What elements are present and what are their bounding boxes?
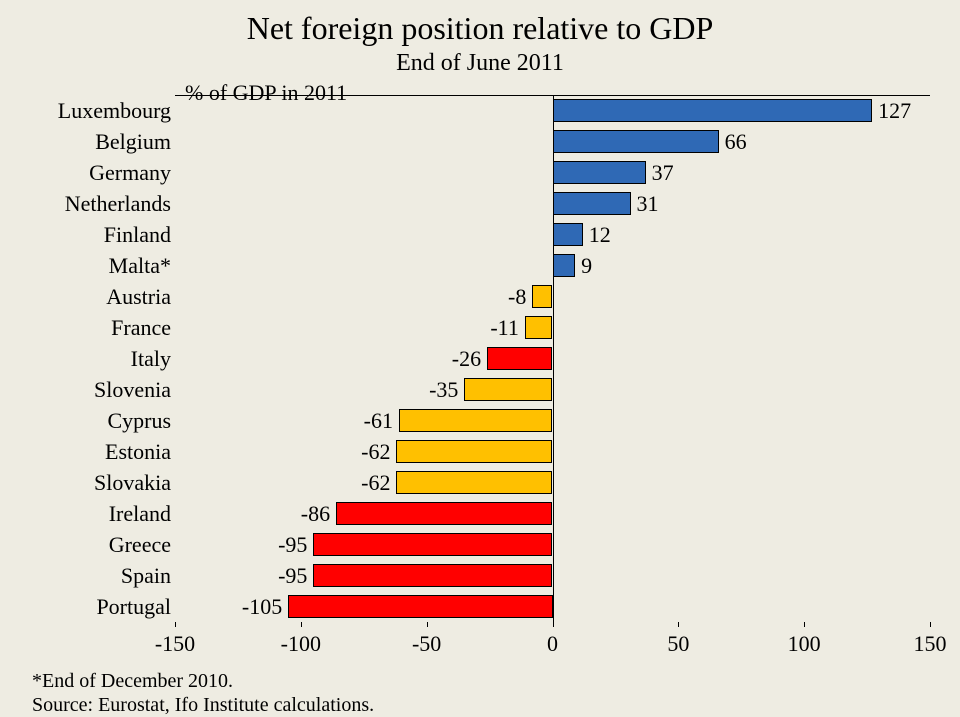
value-label: -35 — [429, 374, 458, 405]
bar — [553, 99, 873, 122]
bar-chart: -150-100-50050100150 Luxembourg127Belgiu… — [0, 95, 960, 650]
x-tick-label: 100 — [774, 631, 834, 657]
bar — [487, 347, 552, 370]
x-tick-mark — [175, 622, 176, 627]
country-label: Germany — [1, 157, 171, 188]
x-tick-mark — [678, 622, 679, 627]
x-tick-label: 0 — [523, 631, 583, 657]
country-label: Portugal — [1, 591, 171, 622]
table-row: Portugal -105 — [0, 591, 960, 622]
footnote-source: Source: Eurostat, Ifo Institute calculat… — [32, 694, 374, 717]
x-tick-label: 150 — [900, 631, 960, 657]
country-label: Slovenia — [1, 374, 171, 405]
country-label: Estonia — [1, 436, 171, 467]
value-label: -95 — [278, 560, 307, 591]
table-row: Italy -26 — [0, 343, 960, 374]
country-label: France — [1, 312, 171, 343]
country-label: Belgium — [1, 126, 171, 157]
bar — [553, 254, 576, 277]
bar — [396, 471, 552, 494]
x-tick-label: 50 — [648, 631, 708, 657]
x-tick-mark — [427, 622, 428, 627]
table-row: Netherlands 31 — [0, 188, 960, 219]
country-label: Netherlands — [1, 188, 171, 219]
table-row: Slovenia -35 — [0, 374, 960, 405]
table-row: Finland 12 — [0, 219, 960, 250]
bar — [553, 223, 583, 246]
value-label: -105 — [242, 591, 282, 622]
bar — [525, 316, 553, 339]
table-row: France -11 — [0, 312, 960, 343]
country-label: Ireland — [1, 498, 171, 529]
table-row: Slovakia -62 — [0, 467, 960, 498]
table-row: Estonia -62 — [0, 436, 960, 467]
table-row: Ireland -86 — [0, 498, 960, 529]
bar — [288, 595, 552, 618]
bar — [553, 130, 719, 153]
value-label: -61 — [364, 405, 393, 436]
value-label: 37 — [652, 157, 674, 188]
table-row: Cyprus -61 — [0, 405, 960, 436]
table-row: Germany 37 — [0, 157, 960, 188]
bar — [336, 502, 552, 525]
country-label: Austria — [1, 281, 171, 312]
x-tick-label: -50 — [397, 631, 457, 657]
value-label: -95 — [278, 529, 307, 560]
country-label: Italy — [1, 343, 171, 374]
value-label: 12 — [589, 219, 611, 250]
value-label: -62 — [361, 436, 390, 467]
value-label: 66 — [725, 126, 747, 157]
x-tick-label: -150 — [145, 631, 205, 657]
table-row: Malta* 9 — [0, 250, 960, 281]
country-label: Finland — [1, 219, 171, 250]
value-label: 9 — [581, 250, 592, 281]
bar — [532, 285, 552, 308]
x-tick-mark — [930, 622, 931, 627]
chart-title: Net foreign position relative to GDP — [0, 10, 960, 47]
country-label: Spain — [1, 560, 171, 591]
value-label: -26 — [452, 343, 481, 374]
table-row: Austria -8 — [0, 281, 960, 312]
bar — [464, 378, 552, 401]
x-tick-mark — [301, 622, 302, 627]
bar — [313, 533, 552, 556]
table-row: Spain -95 — [0, 560, 960, 591]
country-label: Luxembourg — [1, 95, 171, 126]
table-row: Greece -95 — [0, 529, 960, 560]
country-label: Malta* — [1, 250, 171, 281]
x-tick-mark — [804, 622, 805, 627]
value-label: 127 — [878, 95, 911, 126]
value-label: 31 — [637, 188, 659, 219]
bar — [313, 564, 552, 587]
table-row: Belgium 66 — [0, 126, 960, 157]
x-tick-label: -100 — [271, 631, 331, 657]
country-label: Slovakia — [1, 467, 171, 498]
value-label: -8 — [508, 281, 526, 312]
chart-subtitle: End of June 2011 — [0, 50, 960, 77]
x-tick-mark — [553, 622, 554, 627]
footnote-asterisk: *End of December 2010. — [32, 670, 233, 693]
value-label: -62 — [361, 467, 390, 498]
table-row: Luxembourg 127 — [0, 95, 960, 126]
bar — [399, 409, 553, 432]
value-label: -86 — [301, 498, 330, 529]
value-label: -11 — [490, 312, 519, 343]
country-label: Cyprus — [1, 405, 171, 436]
country-label: Greece — [1, 529, 171, 560]
bar — [553, 161, 646, 184]
bar — [553, 192, 631, 215]
bar — [396, 440, 552, 463]
